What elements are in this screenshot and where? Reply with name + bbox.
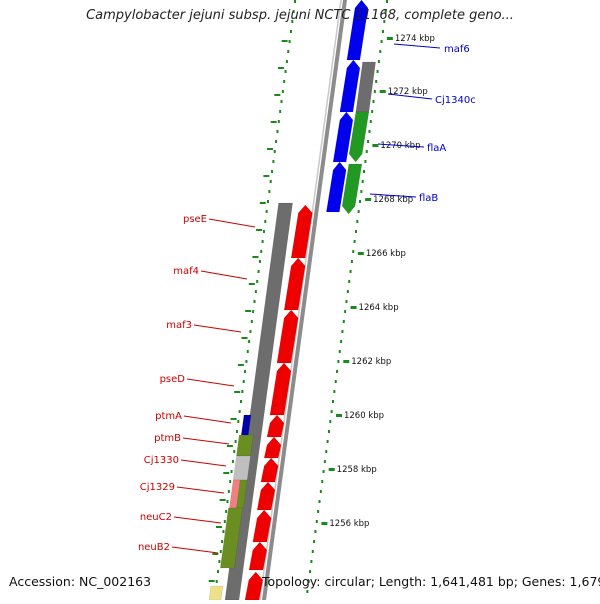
tick-label: 1266 kbp [366, 249, 406, 259]
label-leader-line [393, 43, 441, 49]
inner-guide-dash [274, 94, 281, 96]
gene-feature[interactable] [236, 434, 254, 457]
label-leader-line [182, 437, 230, 445]
inner-guide-dash [263, 175, 270, 177]
gene-feature[interactable] [290, 204, 313, 259]
inner-guide-dash [234, 391, 241, 393]
gene-label[interactable]: pseE [183, 214, 207, 225]
track-background [208, 0, 388, 593]
tick-label: 1274 kbp [395, 34, 435, 44]
gene-feature[interactable] [348, 111, 370, 163]
gene-label[interactable]: maf3 [166, 320, 192, 331]
backbone-ring [258, 0, 348, 604]
label-leader-line [387, 93, 433, 100]
tick-mark [328, 468, 335, 471]
inner-guide-dash [245, 310, 252, 312]
gene-label[interactable]: Cj1329 [140, 482, 175, 493]
tick-mark [321, 522, 328, 525]
gene-label[interactable]: ptmB [154, 433, 181, 444]
gene-label[interactable]: flaB [419, 193, 438, 204]
label-leader-line [200, 270, 248, 280]
label-leader-line [173, 516, 222, 524]
tick-label: 1256 kbp [329, 519, 369, 529]
backbone-line [261, 0, 348, 604]
tick-label: 1260 kbp [344, 411, 384, 421]
gene-feature[interactable] [341, 163, 363, 215]
tick-mark [357, 252, 364, 255]
gene-label[interactable]: ptmA [155, 411, 182, 422]
tick-mark [379, 90, 386, 93]
tick-mark [350, 306, 357, 309]
gene-label[interactable]: pseD [160, 374, 186, 385]
inner-guide-dash [215, 526, 222, 528]
inner-guide-dash [208, 580, 215, 582]
inner-guide-dash [241, 337, 248, 339]
gene-feature[interactable] [269, 362, 292, 416]
label-leader-line [208, 218, 256, 228]
outer-dotted-guide [306, 0, 388, 593]
feature-track[interactable] [208, 0, 376, 601]
inner-guide-dash [277, 67, 284, 69]
gene-feature[interactable] [232, 455, 251, 481]
label-leader-line [377, 143, 425, 148]
label-leader-line [183, 415, 232, 424]
gene-feature[interactable] [263, 436, 282, 459]
inner-guide-dash [270, 121, 277, 123]
gene-label[interactable]: Cj1340c [435, 95, 476, 106]
inner-guide-dash [267, 148, 274, 150]
label-leader-line [369, 193, 417, 198]
map-title: Campylobacter jejuni subsp. jejuni NCTC … [86, 8, 514, 23]
inner-guide-dash [259, 202, 266, 204]
gene-label[interactable]: Cj1330 [144, 455, 179, 466]
gene-feature[interactable] [208, 585, 224, 601]
tick-label: 1270 kbp [380, 141, 420, 151]
gene-feature[interactable] [236, 479, 248, 509]
label-leader-line [180, 459, 227, 467]
gene-label[interactable]: neuB2 [138, 542, 170, 553]
tick-mark [365, 198, 372, 201]
inner-guide-dash [252, 256, 259, 258]
inner-dotted-guide [214, 0, 296, 593]
ruler-ticks: 1274 kbp 1272 kbp 1270 kbp 1268 kbp 1266 kbp… [321, 34, 435, 529]
inner-guide-dash [237, 364, 244, 366]
gene-label[interactable]: flaA [427, 143, 446, 154]
tick-mark [386, 37, 393, 40]
tick-label: 1264 kbp [359, 303, 399, 313]
backbone-shadow [258, 0, 342, 604]
gene-feature[interactable] [260, 457, 279, 483]
gene-labels[interactable]: maf6 Cj1340c flaA flaB pseE maf4 maf3 pseD ptmA p… [138, 43, 476, 554]
label-leader-line [176, 486, 225, 494]
tick-mark [372, 144, 379, 147]
topology-text: Topology: circular; Length: 1,641,481 bp… [262, 574, 600, 589]
inner-guide-dash [248, 283, 255, 285]
gene-feature[interactable] [248, 541, 268, 571]
accession-text: Accession: NC_002163 [9, 574, 152, 589]
inner-guide-dash [212, 553, 219, 555]
gene-label[interactable]: maf4 [173, 266, 199, 277]
gene-label[interactable]: neuC2 [140, 512, 172, 523]
inner-guide-dash [281, 40, 288, 42]
label-leader-line [171, 546, 219, 554]
tick-label: 1262 kbp [351, 357, 391, 367]
inner-guide-dash [226, 445, 233, 447]
tick-label: 1272 kbp [388, 87, 428, 97]
tick-label: 1258 kbp [337, 465, 377, 475]
label-leader-line [186, 378, 235, 387]
tick-label: 1268 kbp [373, 195, 413, 205]
label-leader-line [193, 324, 242, 333]
tick-mark [343, 360, 350, 363]
inner-guide-dash [219, 499, 226, 501]
gene-label[interactable]: maf6 [444, 44, 470, 55]
gene-feature[interactable] [283, 257, 306, 311]
gene-feature[interactable] [220, 507, 243, 569]
gene-feature[interactable] [326, 161, 347, 213]
gene-feature[interactable] [276, 309, 299, 364]
tick-mark [335, 414, 342, 417]
inner-guide-dash [230, 418, 237, 420]
inner-guide-dash [223, 472, 230, 474]
gene-feature[interactable] [266, 414, 285, 438]
inner-guide-dash [256, 229, 263, 231]
